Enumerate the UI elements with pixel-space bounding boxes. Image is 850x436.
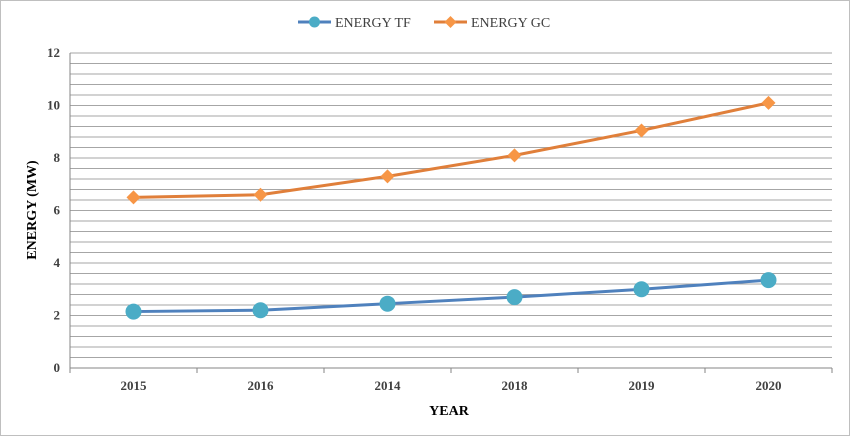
data-point-gc: [507, 148, 522, 163]
x-tick-label: 2014: [375, 378, 402, 393]
axes: [69, 53, 833, 373]
y-tick-label: 6: [54, 203, 61, 218]
x-tick-label: 2019: [629, 378, 656, 393]
series-line-tf: [133, 278, 769, 314]
y-axis-title: ENERGY (MW): [25, 160, 40, 260]
y-tick-label: 12: [47, 45, 60, 60]
data-point-gc: [634, 123, 649, 138]
series-gc: [126, 95, 776, 205]
data-point-tf: [379, 295, 396, 312]
legend-marker-gc: [444, 16, 457, 28]
data-point-tf: [252, 302, 269, 319]
legend: ENERGY TF ENERGY GC: [298, 16, 550, 31]
series-tf: [125, 272, 777, 320]
y-tick-label: 0: [54, 360, 61, 375]
grid-lines: [70, 52, 832, 358]
x-tick-labels: 2015 2016 2014 2018 2019 2020: [121, 378, 782, 393]
legend-item-tf: ENERGY TF: [298, 16, 411, 31]
series-line-gc: [133, 101, 769, 199]
x-tick-label: 2015: [121, 378, 148, 393]
data-point-tf: [760, 272, 777, 289]
data-point-gc: [126, 190, 141, 205]
legend-item-gc: ENERGY GC: [434, 16, 550, 31]
series-lines: [125, 95, 777, 320]
y-tick-label: 4: [54, 255, 61, 270]
y-tick-labels: 0 2 4 6 8 10 12: [47, 45, 61, 375]
legend-marker-tf: [309, 16, 320, 28]
data-point-gc: [761, 95, 776, 110]
data-point-gc: [253, 187, 268, 202]
legend-label-tf: ENERGY TF: [335, 16, 411, 31]
data-point-gc: [380, 169, 395, 184]
x-tick-label: 2018: [502, 378, 529, 393]
y-tick-label: 8: [54, 150, 61, 165]
data-point-tf: [633, 281, 650, 298]
data-point-tf: [125, 303, 142, 320]
y-tick-label: 10: [47, 98, 60, 113]
data-point-tf: [506, 289, 523, 306]
y-tick-label: 2: [54, 308, 61, 323]
legend-label-gc: ENERGY GC: [471, 16, 550, 31]
x-tick-label: 2016: [248, 378, 275, 393]
x-axis-title: YEAR: [429, 404, 470, 419]
x-tick-label: 2020: [756, 378, 782, 393]
